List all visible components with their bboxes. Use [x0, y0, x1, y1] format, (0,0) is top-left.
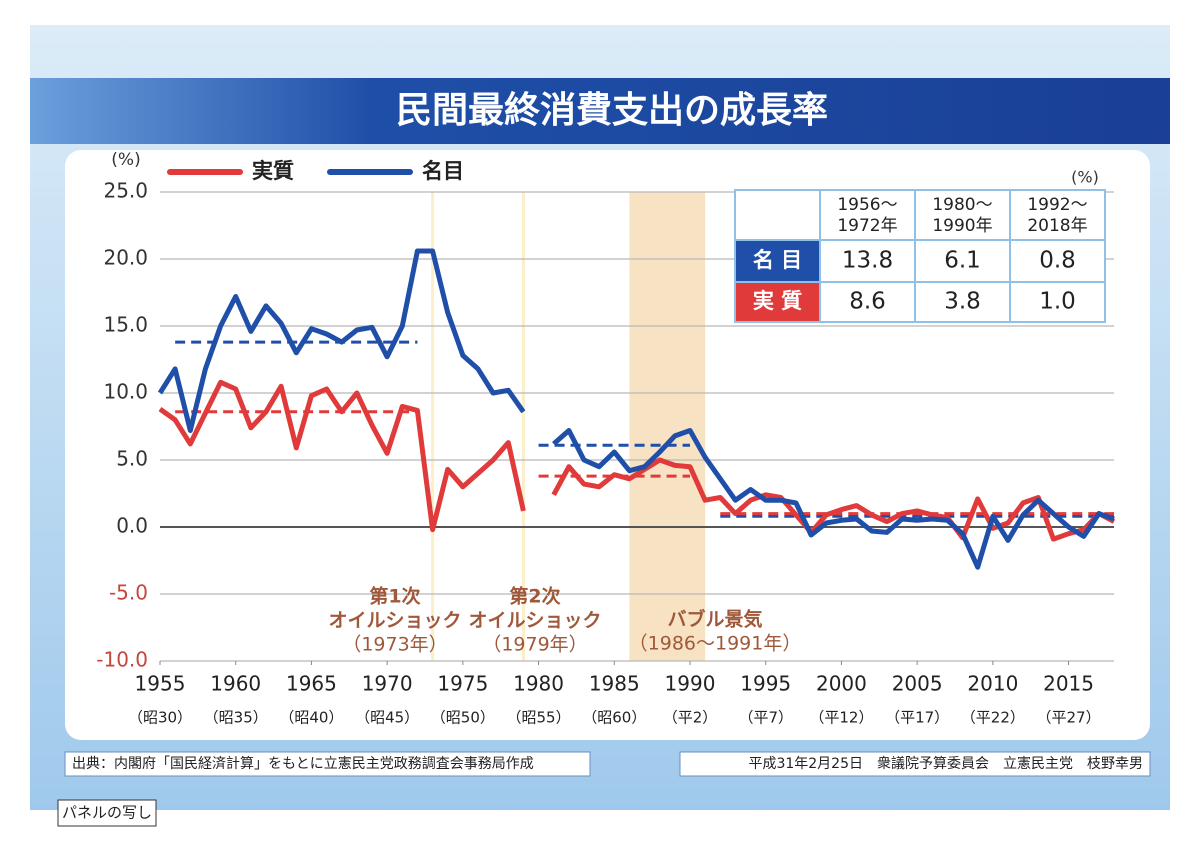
- x-tick-label: 2010: [967, 672, 1018, 696]
- x-tick-sublabel: （昭45）: [355, 709, 419, 727]
- annotation: 第2次: [509, 585, 560, 608]
- series-line: [158, 379, 1116, 542]
- x-tick-label: 1985: [589, 672, 640, 696]
- x-tick-label: 1980: [513, 672, 564, 696]
- y-tick-label: 5.0: [116, 447, 148, 471]
- chart-title: 民間最終消費支出の成長率: [396, 90, 828, 131]
- x-tick-label: 2005: [892, 672, 943, 696]
- table-header: 1980～: [932, 195, 992, 215]
- table-row-label: 名 目: [753, 248, 802, 272]
- x-tick-sublabel: （昭55）: [507, 709, 571, 727]
- source-text: 出典：内閣府「国民経済計算」をもとに立憲民主党政務調査会事務局作成: [72, 755, 534, 772]
- annotation: オイルショック: [328, 610, 461, 632]
- x-tick-label: 1965: [286, 672, 337, 696]
- title-banner: [30, 78, 1170, 144]
- table-row-label: 実 質: [753, 289, 802, 313]
- credit-box: [679, 751, 1151, 777]
- table-header: 1992～: [1027, 195, 1087, 215]
- y-tick-label: -5.0: [109, 581, 148, 605]
- legend-label: 実質: [252, 159, 294, 183]
- table-cell: [1009, 281, 1106, 323]
- table-value: 6.1: [944, 248, 981, 274]
- table-value: 3.8: [944, 289, 981, 315]
- table-value: 1.0: [1039, 289, 1076, 315]
- x-tick-label: 1960: [210, 672, 261, 696]
- x-tick-sublabel: （平27）: [1037, 709, 1101, 727]
- table-cell: [914, 281, 1011, 323]
- y-tick-label: 0.0: [116, 514, 148, 538]
- series-line: [157, 248, 1115, 570]
- x-tick-sublabel: （昭40）: [279, 709, 343, 727]
- x-tick-sublabel: （平2）: [663, 709, 718, 727]
- table-header-cell: [914, 189, 1011, 241]
- x-tick-sublabel: （昭35）: [204, 709, 268, 727]
- x-tick-label: 2015: [1043, 672, 1094, 696]
- x-tick-sublabel: （平17）: [885, 709, 949, 727]
- table-header-cell: [819, 189, 916, 241]
- table-value: 0.8: [1039, 248, 1076, 274]
- annotation: （1979年）: [482, 634, 587, 656]
- y-tick-label: 10.0: [103, 380, 148, 404]
- y-tick-label: 25.0: [103, 179, 148, 203]
- x-tick-sublabel: （平12）: [809, 709, 873, 727]
- annotation: （1973年）: [342, 634, 447, 656]
- annotation: 第1次: [369, 585, 420, 608]
- x-tick-sublabel: （昭30）: [128, 709, 192, 727]
- panel-note: パネルの写し: [62, 804, 152, 822]
- x-tick-sublabel: （平22）: [961, 709, 1025, 727]
- x-tick-sublabel: （昭60）: [582, 709, 646, 727]
- x-tick-label: 1995: [740, 672, 791, 696]
- credit-text: 平成31年2月25日 衆議院予算委員会 立憲民主党 枝野幸男: [748, 755, 1143, 772]
- x-tick-label: 2000: [816, 672, 867, 696]
- legend-label: 名目: [422, 159, 464, 183]
- table-cell: [914, 239, 1011, 283]
- x-tick-sublabel: （昭50）: [431, 709, 495, 727]
- note-box: [57, 799, 157, 827]
- table-row-label-cell: [734, 239, 821, 283]
- y-tick-label: 15.0: [103, 313, 148, 337]
- table-value: 13.8: [842, 248, 893, 274]
- annotation: オイルショック: [468, 610, 601, 632]
- source-box: [64, 751, 591, 777]
- table-header-cell: [734, 189, 821, 241]
- y-axis-label: (%): [111, 150, 140, 170]
- x-tick-label: 1955: [135, 672, 186, 696]
- table-cell: [819, 239, 916, 283]
- table-unit: (%): [1071, 168, 1099, 187]
- table-cell: [1009, 239, 1106, 283]
- table-header: 1990年: [932, 216, 992, 236]
- x-tick-sublabel: （平7）: [738, 709, 793, 727]
- x-tick-label: 1990: [665, 672, 716, 696]
- y-tick-label: -10.0: [96, 648, 148, 672]
- table-header: 1972年: [837, 216, 897, 236]
- x-tick-label: 1970: [362, 672, 413, 696]
- y-tick-label: 20.0: [103, 246, 148, 270]
- table-header: 2018年: [1027, 216, 1087, 236]
- bubble-band: [629, 192, 706, 661]
- table-header: 1956～: [837, 195, 897, 215]
- x-tick-label: 1975: [437, 672, 488, 696]
- table-cell: [819, 281, 916, 323]
- table-value: 8.6: [849, 289, 886, 315]
- table-header-cell: [1009, 189, 1106, 241]
- annotation: バブル景気: [667, 608, 762, 631]
- annotation: （1986～1991年）: [629, 633, 802, 655]
